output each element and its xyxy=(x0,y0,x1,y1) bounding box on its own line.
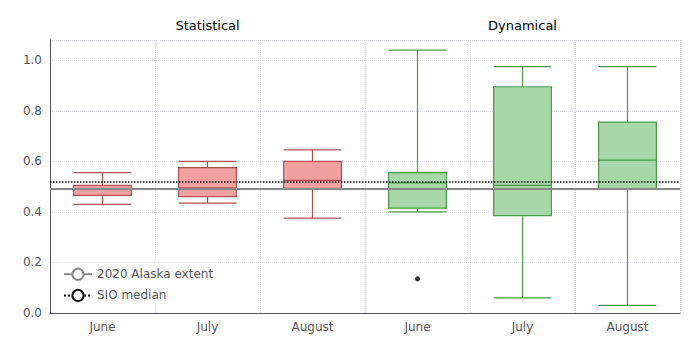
svg-text:0.2: 0.2 xyxy=(23,255,42,269)
svg-text:1.0: 1.0 xyxy=(23,53,42,67)
svg-text:SIO median: SIO median xyxy=(97,288,166,302)
svg-text:2020 Alaska extent: 2020 Alaska extent xyxy=(97,267,213,281)
svg-text:Statistical: Statistical xyxy=(175,18,239,33)
svg-text:June: June xyxy=(88,320,115,334)
svg-text:Dynamical: Dynamical xyxy=(488,18,557,33)
svg-text:July: July xyxy=(196,320,219,334)
svg-text:August: August xyxy=(292,320,334,334)
svg-text:0.6: 0.6 xyxy=(23,154,42,168)
svg-text:0.4: 0.4 xyxy=(23,205,42,219)
svg-text:July: July xyxy=(511,320,534,334)
svg-text:June: June xyxy=(403,320,430,334)
svg-text:August: August xyxy=(607,320,649,334)
svg-text:0.8: 0.8 xyxy=(23,104,42,118)
svg-text:0.0: 0.0 xyxy=(23,306,42,320)
